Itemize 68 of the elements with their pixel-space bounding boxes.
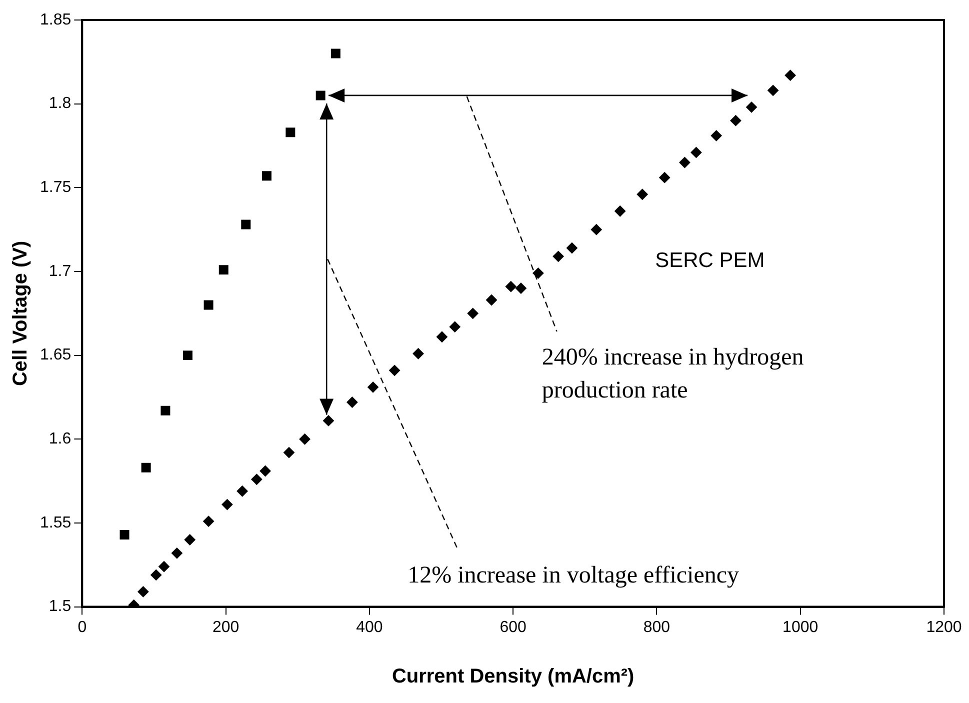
x-tick-label: 0 (78, 618, 87, 636)
point (158, 561, 170, 572)
point (322, 415, 334, 426)
point (768, 84, 779, 96)
y-axis-title: Cell Voltage (V) (10, 240, 32, 386)
point (251, 474, 262, 485)
point (171, 548, 182, 559)
x-tick-label: 400 (356, 618, 383, 636)
point (679, 157, 690, 168)
point (346, 396, 358, 408)
y-tick-label: 1.85 (40, 11, 72, 28)
point (389, 364, 400, 376)
point (659, 172, 670, 184)
point (412, 348, 424, 360)
point (283, 447, 294, 458)
annotation: 12% increase in voltage efficiency (408, 562, 739, 588)
point (299, 434, 310, 445)
point (532, 268, 544, 279)
point (184, 534, 196, 546)
point (138, 586, 149, 598)
point (218, 265, 228, 275)
point (368, 382, 379, 393)
point (515, 282, 526, 294)
y-tick-label: 1.75 (40, 179, 72, 196)
point (222, 499, 233, 510)
point (150, 569, 162, 580)
point (566, 242, 578, 254)
point (436, 331, 448, 342)
y-tick-label: 1.6 (48, 430, 72, 448)
x-axis-title: Current Density (mA/cm²) (392, 666, 634, 688)
point (160, 406, 170, 416)
point (182, 350, 192, 360)
point (203, 516, 214, 527)
point (552, 250, 564, 262)
point (746, 102, 758, 113)
point (690, 146, 702, 158)
x-tick-label: 800 (643, 618, 670, 636)
point (204, 300, 214, 310)
annotation: 240% increase in hydrogen production rate (542, 344, 804, 404)
point (260, 466, 271, 476)
point (710, 130, 722, 142)
x-tick-label: 200 (212, 618, 240, 636)
point (784, 70, 796, 81)
point (141, 462, 151, 472)
x-tick-label: 1200 (926, 618, 962, 636)
y-tick-label: 1.8 (48, 95, 72, 112)
point (467, 308, 478, 319)
point (316, 90, 326, 100)
point (614, 206, 626, 217)
point (590, 224, 602, 236)
point (505, 281, 516, 292)
point (120, 530, 130, 540)
point (241, 220, 251, 230)
y-tick-label: 1.7 (48, 262, 72, 280)
point (449, 321, 460, 332)
x-tick-label: 600 (500, 618, 527, 636)
y-tick-label: 1.55 (40, 514, 72, 532)
point (486, 294, 498, 306)
point (262, 171, 272, 181)
x-tick-label: 1000 (782, 618, 818, 636)
point (636, 188, 648, 200)
point (236, 486, 248, 497)
point (286, 128, 296, 138)
point (730, 115, 742, 126)
text: SERC PEM (655, 248, 765, 272)
point (330, 48, 340, 58)
y-tick-label: 1.5 (48, 598, 72, 616)
y-tick-label: 1.65 (40, 346, 72, 364)
